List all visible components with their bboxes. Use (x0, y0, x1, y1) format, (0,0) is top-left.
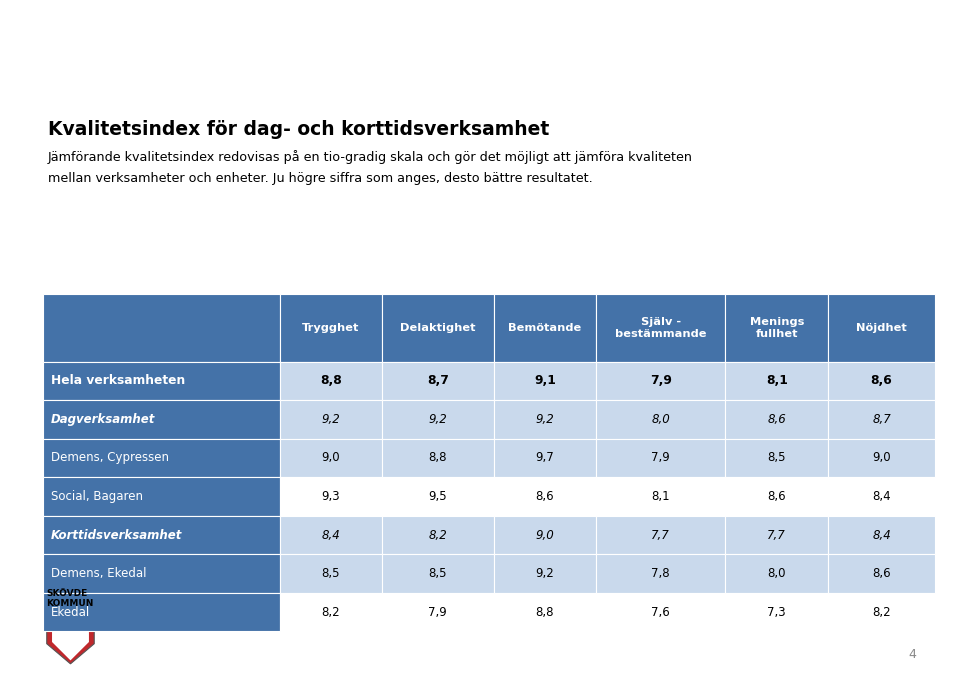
Text: 8,4: 8,4 (872, 490, 891, 503)
Text: 9,2: 9,2 (535, 567, 554, 580)
Text: Kvalitetsindex för dag- och korttidsverksamhet: Kvalitetsindex för dag- och korttidsverk… (48, 120, 550, 139)
Text: Social, Bagaren: Social, Bagaren (51, 490, 143, 503)
Text: 8,5: 8,5 (429, 567, 447, 580)
Text: mellan verksamheter och enheter. Ju högre siffra som anges, desto bättre resulta: mellan verksamheter och enheter. Ju högr… (48, 172, 593, 185)
Text: 9,5: 9,5 (429, 490, 447, 503)
Text: KOMMUN: KOMMUN (46, 600, 93, 608)
Text: 7,9: 7,9 (651, 452, 670, 464)
Text: 9,3: 9,3 (321, 490, 340, 503)
Text: 7,6: 7,6 (651, 606, 670, 619)
Text: 4: 4 (908, 648, 916, 661)
Text: Nöjdhet: Nöjdhet (856, 323, 907, 333)
Text: 7,7: 7,7 (767, 529, 786, 541)
Text: Delaktighet: Delaktighet (400, 323, 476, 333)
Text: 8,8: 8,8 (535, 606, 554, 619)
Text: 8,1: 8,1 (651, 490, 670, 503)
Text: 7,8: 7,8 (651, 567, 670, 580)
Text: 8,0: 8,0 (651, 413, 670, 426)
Text: 8,6: 8,6 (767, 413, 786, 426)
Text: 8,5: 8,5 (321, 567, 340, 580)
Text: Trygghet: Trygghet (302, 323, 360, 333)
Text: 8,4: 8,4 (872, 529, 891, 541)
Text: 8,7: 8,7 (427, 375, 449, 387)
Text: 9,2: 9,2 (321, 413, 340, 426)
Text: 7,9: 7,9 (650, 375, 671, 387)
Text: 7,7: 7,7 (651, 529, 670, 541)
Text: Korttidsverksamhet: Korttidsverksamhet (51, 529, 182, 541)
Text: 8,5: 8,5 (767, 452, 786, 464)
Text: 8,8: 8,8 (429, 452, 447, 464)
Text: 7,9: 7,9 (429, 606, 447, 619)
Text: 9,7: 9,7 (535, 452, 554, 464)
Text: 9,2: 9,2 (535, 413, 554, 426)
Text: 9,0: 9,0 (321, 452, 340, 464)
Text: 8,7: 8,7 (872, 413, 891, 426)
Text: 9,0: 9,0 (872, 452, 891, 464)
Text: Dagverksamhet: Dagverksamhet (51, 413, 155, 426)
Text: Menings
fullhet: Menings fullhet (750, 317, 804, 339)
Text: Ekedal: Ekedal (51, 606, 90, 619)
Text: Demens, Ekedal: Demens, Ekedal (51, 567, 147, 580)
Text: SKÖVDE: SKÖVDE (46, 589, 87, 598)
Polygon shape (52, 611, 89, 660)
Text: 8,1: 8,1 (766, 375, 787, 387)
Text: 9,1: 9,1 (534, 375, 556, 387)
Text: Själv -
bestämmande: Själv - bestämmande (615, 317, 707, 339)
Text: 9,2: 9,2 (429, 413, 447, 426)
Text: 8,6: 8,6 (535, 490, 554, 503)
Text: 8,6: 8,6 (871, 375, 893, 387)
Text: Demens, Cypressen: Demens, Cypressen (51, 452, 169, 464)
Text: Bemötande: Bemötande (508, 323, 581, 333)
Text: Jämförande kvalitetsindex redovisas på en tio-gradig skala och gör det möjligt a: Jämförande kvalitetsindex redovisas på e… (48, 150, 693, 164)
Text: 8,6: 8,6 (872, 567, 891, 580)
Text: 8,8: 8,8 (320, 375, 341, 387)
Text: 8,6: 8,6 (767, 490, 786, 503)
Text: 8,2: 8,2 (321, 606, 340, 619)
Text: 8,2: 8,2 (429, 529, 447, 541)
Text: 8,2: 8,2 (872, 606, 891, 619)
Polygon shape (47, 606, 94, 664)
Text: 8,4: 8,4 (321, 529, 340, 541)
Text: 8,0: 8,0 (767, 567, 786, 580)
Text: 9,0: 9,0 (535, 529, 554, 541)
Text: 7,3: 7,3 (767, 606, 786, 619)
Text: Hela verksamheten: Hela verksamheten (51, 375, 185, 387)
